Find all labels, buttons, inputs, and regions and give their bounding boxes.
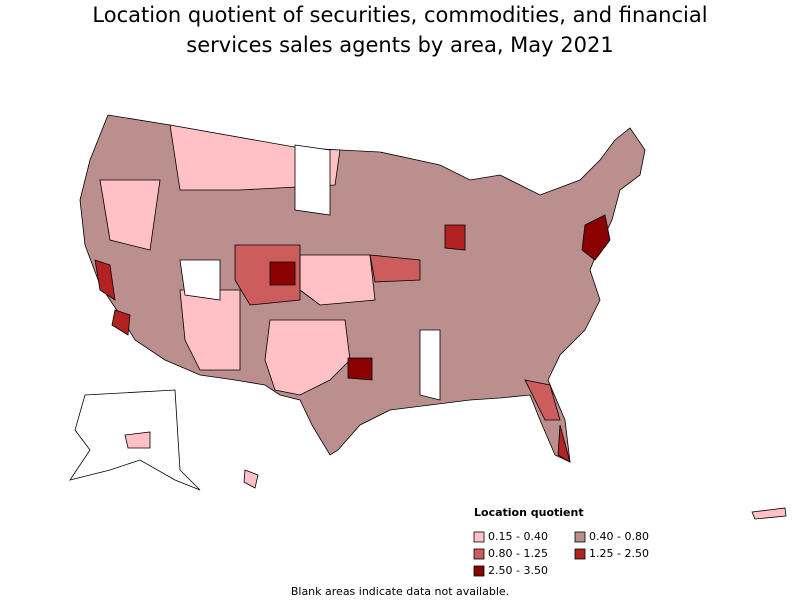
legend-swatch: [473, 565, 485, 577]
region: [111, 309, 131, 336]
blank-area: [419, 329, 441, 401]
region: [444, 224, 466, 251]
legend-title: Location quotient: [474, 506, 584, 519]
region: [179, 289, 241, 371]
legend-swatch: [574, 548, 586, 560]
blank-area: [179, 259, 221, 301]
puerto-rico: [751, 507, 787, 520]
region: [269, 261, 296, 286]
region: [347, 357, 373, 381]
legend-label: 0.15 - 0.40: [488, 530, 548, 543]
map-title: Location quotient of securities, commodi…: [92, 3, 707, 27]
region: [369, 254, 421, 283]
legend-label: 1.25 - 2.50: [589, 547, 649, 560]
footnote: Blank areas indicate data not available.: [291, 585, 509, 598]
region: [299, 254, 376, 306]
region: [524, 379, 561, 421]
legend-label: 0.80 - 1.25: [488, 547, 548, 560]
region: [264, 319, 351, 396]
legend: 0.15 - 0.40 0.40 - 0.80 0.80 - 1.25 1.25 - …: [473, 530, 649, 577]
legend-label: 2.50 - 3.50: [488, 564, 548, 577]
region: [234, 244, 301, 306]
us-map: [69, 114, 787, 520]
blank-area: [294, 144, 331, 216]
legend-label: 0.40 - 0.80: [589, 530, 649, 543]
legend-swatch: [473, 531, 485, 543]
region: [99, 179, 161, 251]
hawaii: [243, 469, 259, 489]
legend-swatch: [574, 531, 586, 543]
region: [557, 424, 571, 463]
map-title: services sales agents by area, May 2021: [186, 33, 613, 57]
region: [124, 431, 151, 449]
legend-swatch: [473, 548, 485, 560]
region: [581, 214, 611, 261]
region: [94, 259, 116, 301]
